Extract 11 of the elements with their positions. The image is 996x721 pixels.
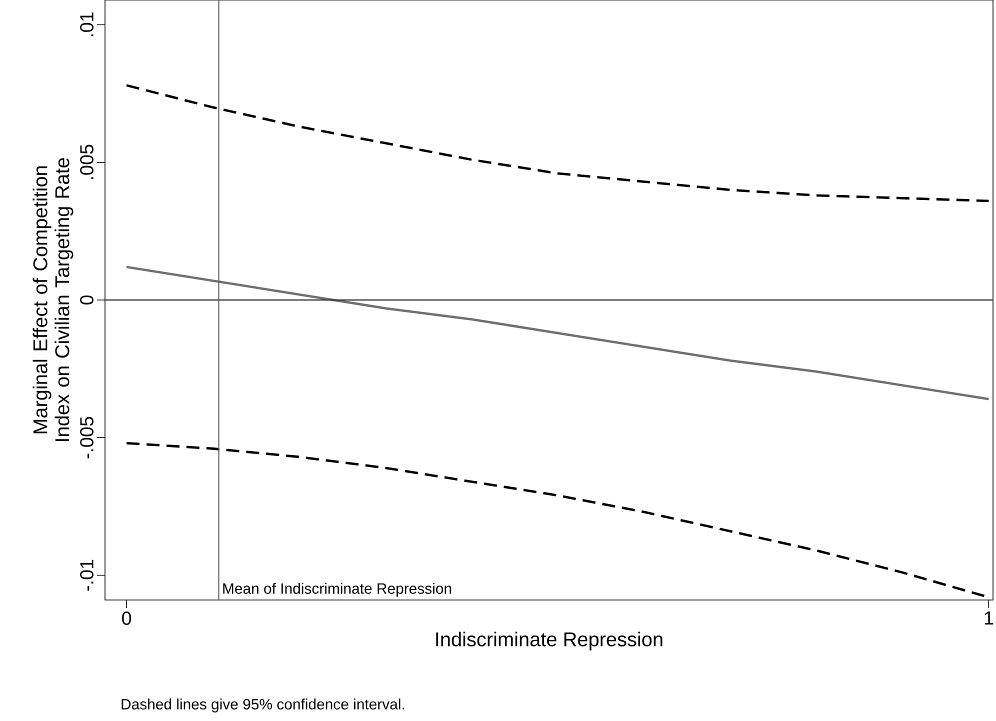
- y-tick-label: 0: [80, 295, 94, 305]
- y-axis-title: Marginal Effect of Competition Index on Civilian Targeting Rate: [32, 158, 74, 442]
- y-tick-label: .005: [80, 144, 94, 180]
- y-tick-label: -.01: [80, 560, 94, 591]
- text: Dashed lines give 95% confidence interval.: [122, 698, 404, 712]
- x-axis-title: Indiscriminate Repression: [436, 632, 662, 650]
- line-series: [125, 84, 990, 202]
- y-tick-label: .01: [80, 12, 94, 36]
- x-tick-label: 1: [984, 612, 994, 625]
- y-tick-label: -.005: [80, 416, 94, 458]
- ref-line-label: Mean of Indiscriminate Repression: [223, 582, 452, 597]
